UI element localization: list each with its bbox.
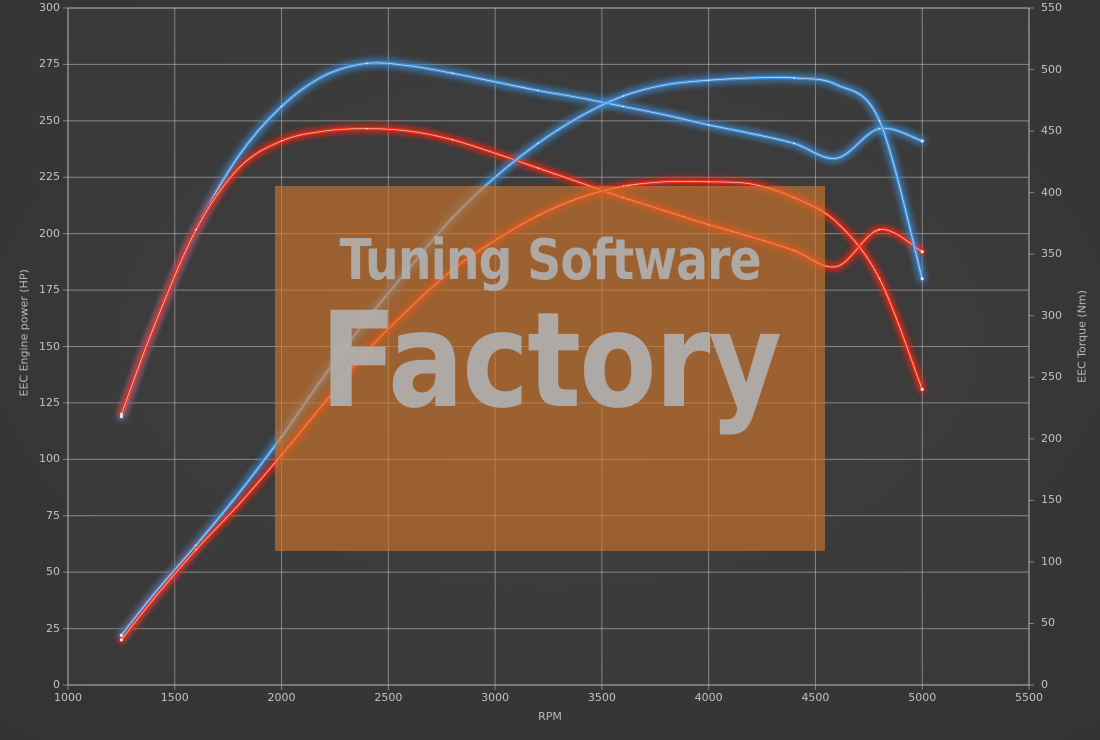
x-tick-label: 1500 xyxy=(160,691,189,704)
x-tick-label: 5500 xyxy=(1015,691,1043,704)
y-left-tick-label: 75 xyxy=(46,508,60,522)
y-left-tick-label: 0 xyxy=(53,678,60,691)
y-right-tick-label: 500 xyxy=(1041,62,1062,76)
y-left-tick-label: 250 xyxy=(39,113,60,127)
y-right-tick-label: 100 xyxy=(1041,554,1062,568)
y-right-tick-label: 250 xyxy=(1041,370,1062,384)
y-left-tick-label: 175 xyxy=(39,283,60,297)
y-right-tick-label: 150 xyxy=(1041,493,1062,507)
y-left-tick-label: 50 xyxy=(46,565,60,579)
y-left-tick-label: 275 xyxy=(39,57,60,71)
y-left-tick-label: 200 xyxy=(39,226,60,240)
y-right-tick-label: 200 xyxy=(1041,431,1062,445)
x-tick-label: 4000 xyxy=(694,691,723,704)
y-left-tick-label: 300 xyxy=(39,1,60,14)
y-left-tick-label: 150 xyxy=(39,339,60,353)
left-axis-title: EEC Engine power (HP) xyxy=(17,269,31,397)
y-right-tick-label: 450 xyxy=(1041,124,1062,138)
x-tick-label: 2000 xyxy=(267,691,296,704)
y-right-tick-label: 400 xyxy=(1041,185,1062,199)
y-right-tick-label: 550 xyxy=(1041,1,1062,14)
x-tick-label: 2500 xyxy=(374,691,403,704)
x-tick-label: 1000 xyxy=(54,691,82,704)
y-right-tick-label: 300 xyxy=(1041,308,1062,322)
y-left-tick-label: 100 xyxy=(39,452,60,466)
y-right-tick-label: 350 xyxy=(1041,247,1062,261)
tick-marks xyxy=(63,7,1034,690)
grid-lines xyxy=(67,7,1030,686)
y-left-tick-label: 225 xyxy=(39,170,60,184)
x-tick-label: 5000 xyxy=(908,691,937,704)
y-right-tick-label: 0 xyxy=(1041,678,1048,691)
x-axis-title: RPM xyxy=(538,710,562,723)
y-left-tick-label: 125 xyxy=(39,395,60,409)
y-right-tick-label: 50 xyxy=(1041,616,1055,630)
right-axis-title: EEC Torque (Nm) xyxy=(1075,290,1089,383)
x-tick-label: 4500 xyxy=(801,691,830,704)
y-left-tick-label: 25 xyxy=(46,621,60,635)
x-tick-label: 3500 xyxy=(587,691,616,704)
x-tick-label: 3000 xyxy=(481,691,510,704)
